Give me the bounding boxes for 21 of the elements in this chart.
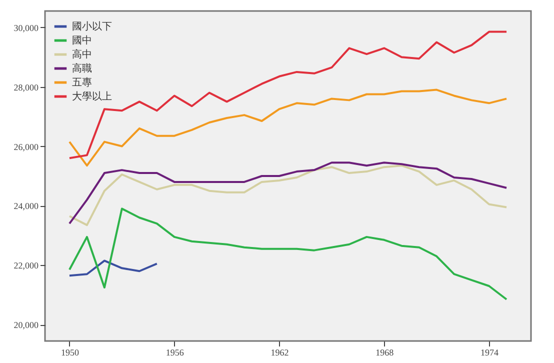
y-tick-label: 30,000 [14, 22, 39, 33]
legend-label: 國小以下 [72, 20, 112, 32]
line-series [68, 208, 508, 300]
y-tick-label: 24,000 [14, 201, 39, 212]
y-tick-label: 26,000 [14, 142, 39, 152]
x-tick-label: 1968 [376, 348, 394, 358]
y-tick-label: 28,000 [14, 82, 39, 92]
line-series [68, 88, 508, 167]
legend-label: 五專 [72, 76, 92, 88]
y-tick-label: 20,000 [14, 320, 39, 330]
legend-label: 高職 [72, 62, 92, 74]
legend-label: 高中 [72, 48, 92, 60]
legend-label: 大學以上 [72, 90, 112, 102]
x-tick-label: 1962 [270, 348, 289, 358]
line-series [68, 260, 158, 277]
x-tick-label: 1950 [60, 348, 80, 358]
legend-label: 國中 [72, 34, 92, 46]
x-tick-label: 1956 [166, 348, 184, 358]
x-tick-label: 1974 [480, 348, 500, 358]
line-series [68, 30, 508, 160]
y-tick-label: 22,000 [14, 260, 39, 271]
